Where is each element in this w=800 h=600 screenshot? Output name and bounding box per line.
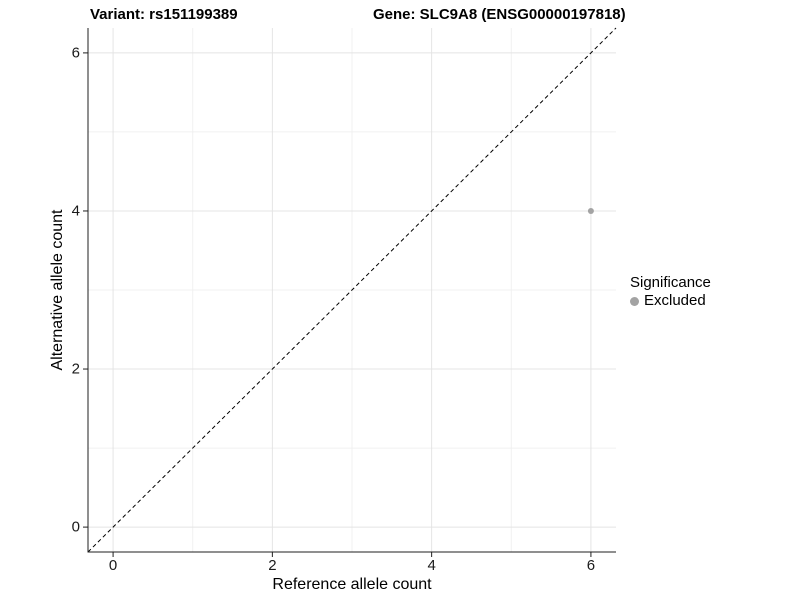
x-axis-title: Reference allele count xyxy=(272,576,432,593)
x-tick-label: 2 xyxy=(268,557,277,574)
y-tick-label: 0 xyxy=(71,518,80,536)
legend-item-label: Excluded xyxy=(644,292,706,309)
legend-point-icon xyxy=(630,296,639,306)
legend-item: Excluded xyxy=(630,292,711,310)
plot-title-variant: Variant: rs151199389 xyxy=(90,6,238,23)
y-tick-label: 4 xyxy=(71,202,80,220)
x-tick-label: 6 xyxy=(586,557,596,574)
x-tick-label: 0 xyxy=(108,557,118,574)
y-axis-title: Alternative allele count xyxy=(49,209,66,371)
y-tick-label: 6 xyxy=(71,44,80,62)
legend-title: Significance xyxy=(630,274,711,291)
x-tick-label: 4 xyxy=(427,557,436,574)
plot-title-gene: Gene: SLC9A8 (ENSG00000197818) xyxy=(373,6,626,23)
y-tick-label: 2 xyxy=(71,360,80,378)
legend: Significance Excluded xyxy=(630,274,711,310)
identity-line xyxy=(87,27,617,553)
scatter-point xyxy=(587,207,594,214)
